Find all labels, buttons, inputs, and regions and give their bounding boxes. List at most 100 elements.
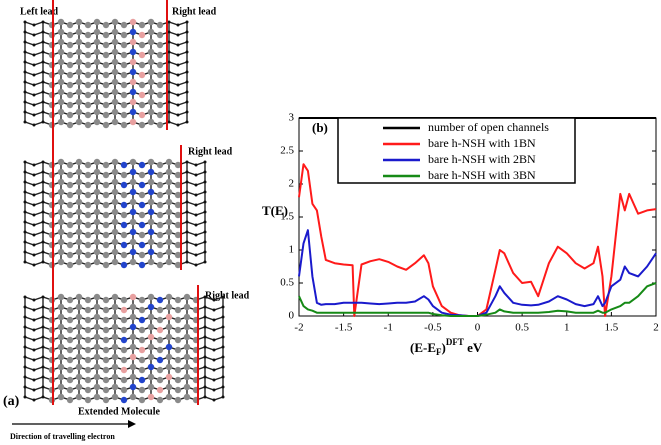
atom [120,346,128,354]
atom [165,393,173,401]
atom [174,356,182,364]
atom [93,178,101,186]
atom [156,101,164,109]
atom [84,356,92,364]
atom [138,336,146,344]
atom [138,81,146,89]
atom [32,368,36,372]
atom [147,333,155,341]
atom [93,208,101,216]
atom [138,241,146,249]
atom [129,88,137,96]
atom [23,250,27,254]
atom [32,123,36,127]
atom [176,53,180,57]
atom [185,120,189,124]
x-axis-label: (E-EF)DFT eV [410,337,483,357]
atom [32,308,36,312]
atom [84,71,92,79]
atom [111,333,119,341]
atom [57,303,65,311]
atom [156,211,164,219]
atom [66,101,74,109]
atom [147,343,155,351]
atom [174,386,182,394]
atom [174,231,182,239]
atom [93,18,101,26]
atom [174,241,182,249]
atom [93,248,101,256]
atom [111,198,119,206]
atom [165,373,173,381]
atom [221,375,225,379]
x-tick-label: 1.5 [605,322,619,334]
atom [84,211,92,219]
atom [120,91,128,99]
atom [66,171,74,179]
atom [129,28,137,36]
atom [102,366,110,374]
atom [147,363,155,371]
atom [57,248,65,256]
atom [102,386,110,394]
atom [174,326,182,334]
atom [185,20,189,24]
atom [57,118,65,126]
atom [84,241,92,249]
atom [84,41,92,49]
atom [111,118,119,126]
atom [93,118,101,126]
atom [212,378,216,382]
atom [212,308,216,312]
atom [147,293,155,301]
atom [120,296,128,304]
atom [41,40,45,44]
atom [221,305,225,309]
atom [32,298,36,302]
atom [23,210,27,214]
atom [203,230,207,234]
atom [84,191,92,199]
atom [147,118,155,126]
atom [57,218,65,226]
atom [203,260,207,264]
arrow-head [128,420,136,428]
atom [156,231,164,239]
atom [138,31,146,39]
atom [84,346,92,354]
atom [165,208,173,216]
atom [75,343,83,351]
atom [66,161,74,169]
atom [138,251,146,259]
atom [75,108,83,116]
atom [183,323,191,331]
atom [57,198,65,206]
atom [138,221,146,229]
atom [57,208,65,216]
legend-label: bare h-NSH with 2BN [428,152,536,166]
atom [84,326,92,334]
atom [23,40,27,44]
x-tick-label: -1.5 [335,322,353,334]
atom [120,71,128,79]
atom [203,180,207,184]
atom [23,120,27,124]
atom [57,168,65,176]
atom [147,258,155,266]
atom [102,91,110,99]
atom [93,108,101,116]
atom [185,260,189,264]
atom [120,386,128,394]
atom [75,168,83,176]
atom [120,61,128,69]
atom [156,336,164,344]
atom [102,241,110,249]
atom [129,68,137,76]
atom [138,261,146,269]
atom [66,296,74,304]
atom [203,220,207,224]
atom [156,251,164,259]
atom [194,183,198,187]
atom [165,198,173,206]
y-tick-label: 0.5 [280,277,294,289]
